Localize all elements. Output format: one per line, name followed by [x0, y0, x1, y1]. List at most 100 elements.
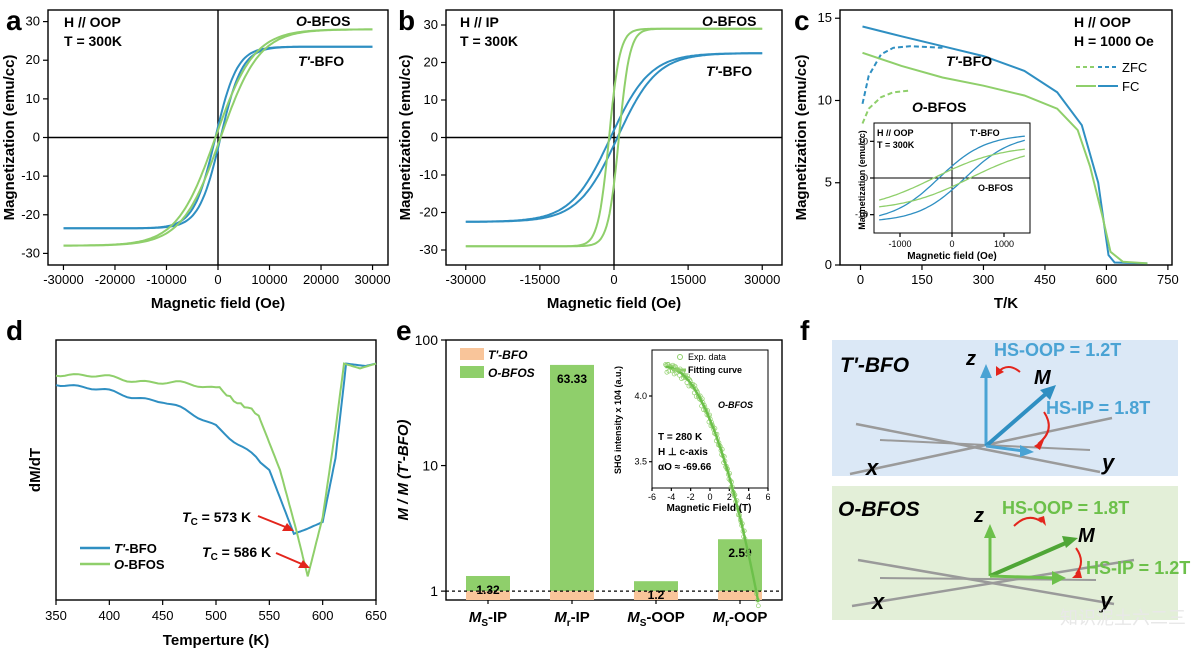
arrow-tc1: [257, 515, 294, 531]
x-axis-label: Temperture (K): [163, 632, 269, 649]
y-tick-label: 15: [818, 10, 832, 25]
x-tick-label: -30000: [43, 272, 83, 287]
x-tick-label: 0: [857, 272, 864, 287]
y-tick-label: 10: [422, 458, 438, 474]
panel-d-plot: 350 400 450 500 550 600 650 Temperture (K) dM/dT: [27, 339, 387, 649]
legend-label: T'-BFO: [114, 541, 157, 556]
data-point: [666, 368, 672, 374]
rotation-arrow-oop: [1013, 516, 1043, 527]
y-tick-label: 10: [424, 92, 438, 107]
x-tick-label: 650: [365, 608, 387, 623]
y-tick-label: 10: [818, 92, 832, 107]
y-axis-label: dM/dT: [27, 448, 44, 492]
m-label: M: [1078, 525, 1096, 547]
rotation-arrow-ip: [1075, 547, 1082, 575]
panel-e: e 1 10 100 M / M (T'-BFO) 1.32 MS-IP 63.33 Mr-I…: [395, 315, 783, 629]
x-tick-label: 0: [214, 272, 221, 287]
y-axis-label: Magnetization (emu/cc): [397, 55, 414, 221]
panel-c-plot: 0 150 300 450 600 750 0 5 10 15 T/K Magnetization (…: [793, 9, 1179, 312]
y-tick-label: 0: [33, 130, 40, 145]
panel-a: a -30000 -20000 -10000 0 10000 20000 30000-30-…: [1, 5, 391, 312]
series-label-o: O-BFOS: [702, 13, 756, 29]
condition-text: H // OOP: [64, 14, 121, 30]
rotation-arrow-head: [1034, 440, 1044, 450]
axis-label-x: x: [865, 455, 879, 480]
y-tick-label: 4.0: [634, 391, 647, 401]
panel-b-plot: -30000 -15000 0 15000 30000 -30 -20 -10 0 10 20 30 M…: [397, 9, 783, 312]
y-tick-label: 100: [415, 332, 439, 348]
y-tick-label: -20: [419, 205, 438, 220]
panel-f: f T'-BFO z HS-OOP = 1.2T M HS-IP = 1.8T …: [800, 315, 1190, 628]
condition-text: H // IP: [460, 14, 499, 30]
panel-f-bottom-bg: [832, 486, 1178, 620]
axis-label-y: y: [1099, 588, 1114, 613]
m-arrow-head: [1040, 385, 1056, 400]
inset-legend-label: Exp. data: [688, 352, 726, 362]
legend: ZFC FC: [1076, 60, 1147, 94]
inset-annotation: H ⊥ c-axis: [658, 447, 708, 458]
m-arrow-head: [1062, 536, 1078, 548]
y-tick-label: -30: [21, 245, 40, 260]
hs-ip-label: HS-IP = 1.2T: [1086, 558, 1190, 578]
inset-series-line: [879, 139, 1025, 221]
inset-legend-label: Fitting curve: [688, 365, 742, 375]
rotation-arrow-head: [1072, 570, 1082, 578]
inset-x-label: Magnetic field (Oe): [907, 251, 996, 262]
arrow-head: [298, 560, 310, 568]
rotation-arrow-head: [996, 366, 1004, 376]
panel-letter: e: [396, 315, 412, 346]
y-tick-label: -10: [855, 210, 868, 220]
series-label-t: T'-BFO: [706, 63, 752, 79]
tc-label-o: TC = 586 K: [202, 544, 271, 563]
x-tick-label: Mr-OOP: [713, 609, 768, 629]
panel-e-inset: -6 -4 -2 0 2 4 6 4.0 3.5 Exp. data Fitting curve…: [613, 349, 771, 609]
series-line: [63, 45, 373, 230]
inset-series-label: O-BFOS: [978, 183, 1013, 193]
x-tick-label: -1000: [888, 239, 911, 249]
x-tick-label: 6: [765, 492, 770, 502]
arrow-head: [282, 523, 294, 531]
inset-y-label: Magnetization (emu/cc): [857, 130, 867, 230]
panel-letter: a: [6, 5, 22, 36]
series-label-t: T'-BFO: [298, 53, 344, 69]
x-tick-label: 0: [949, 239, 954, 249]
bar-t-bfo: [466, 591, 510, 600]
x-tick-label: 350: [45, 608, 67, 623]
m-arrow: [984, 390, 1050, 448]
y-arrow-head: [1020, 445, 1034, 457]
y-arrow: [985, 444, 1025, 453]
arrow-tc2: [275, 552, 310, 568]
series-line: [63, 28, 373, 247]
y-tick-label: 0: [863, 173, 868, 183]
legend-label: FC: [1122, 79, 1139, 94]
y-axis-label: Magnetization (emu/cc): [1, 55, 18, 221]
inset-annotation: αO ≈ -69.66: [658, 462, 712, 473]
inset-series-line: [879, 148, 1025, 201]
bar-o-bfos: [634, 581, 678, 592]
series-line: [55, 362, 377, 536]
x-tick-label: -30000: [446, 272, 486, 287]
x-tick-label: 750: [1157, 272, 1179, 287]
x-tick-label: -4: [667, 492, 675, 502]
panel-letter: c: [794, 5, 810, 36]
x-tick-label: Mr-IP: [554, 609, 590, 629]
x-tick-label: -20000: [95, 272, 135, 287]
x-axis-label: Magnetic field (Oe): [547, 295, 681, 312]
panel-f-bottom-title: O-BFOS: [838, 498, 920, 521]
axis-label-z: z: [965, 348, 976, 370]
x-tick-label: 600: [312, 608, 334, 623]
m-arrow: [989, 540, 1069, 578]
bar-t-bfo: [718, 591, 762, 600]
y-tick-label: 1: [430, 583, 438, 599]
rotation-arrow-head: [1038, 516, 1046, 526]
inset-series-line: [879, 135, 1025, 217]
series-line: [465, 52, 763, 223]
x-tick-label: 20000: [303, 272, 339, 287]
x-tick-label: 150: [911, 272, 933, 287]
y-tick-label: 3.5: [634, 457, 647, 467]
y-tick-label: 5: [825, 175, 832, 190]
panel-c: c 0 150 300 450 600 750 0 5 10 15 T/K Magnetization…: [793, 5, 1179, 312]
y-tick-label: 0: [825, 257, 832, 272]
bar-t-bfo: [634, 591, 678, 600]
